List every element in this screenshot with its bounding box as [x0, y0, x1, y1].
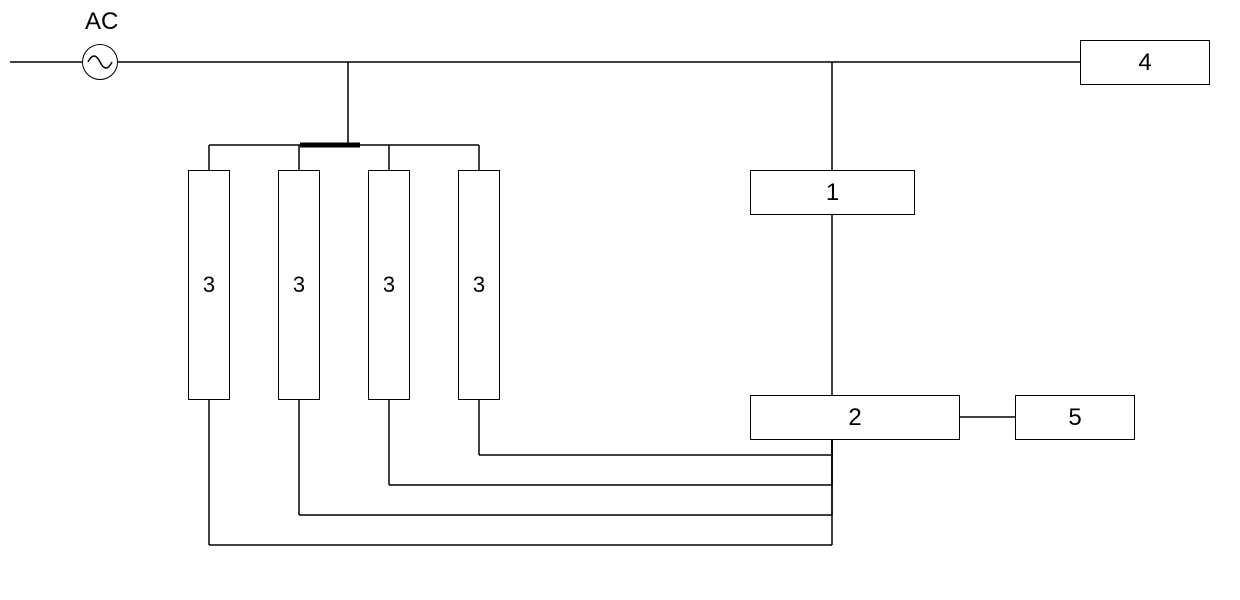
- vbox-3c-label: 3: [383, 272, 395, 298]
- box-4-label: 4: [1138, 49, 1151, 77]
- vertical-box-3c: 3: [368, 170, 410, 400]
- ac-label: AC: [85, 8, 118, 36]
- box-5: 5: [1015, 395, 1135, 440]
- box-2-label: 2: [848, 404, 861, 432]
- vbox-3a-label: 3: [203, 272, 215, 298]
- vbox-3b-label: 3: [293, 272, 305, 298]
- wiring-layer: [0, 0, 1240, 600]
- vertical-box-3a: 3: [188, 170, 230, 400]
- vertical-box-3d: 3: [458, 170, 500, 400]
- vertical-box-3b: 3: [278, 170, 320, 400]
- box-4: 4: [1080, 40, 1210, 85]
- box-2: 2: [750, 395, 960, 440]
- box-1: 1: [750, 170, 915, 215]
- vbox-3d-label: 3: [473, 272, 485, 298]
- box-5-label: 5: [1068, 404, 1081, 432]
- ac-source-icon: [82, 44, 118, 80]
- box-1-label: 1: [826, 179, 839, 207]
